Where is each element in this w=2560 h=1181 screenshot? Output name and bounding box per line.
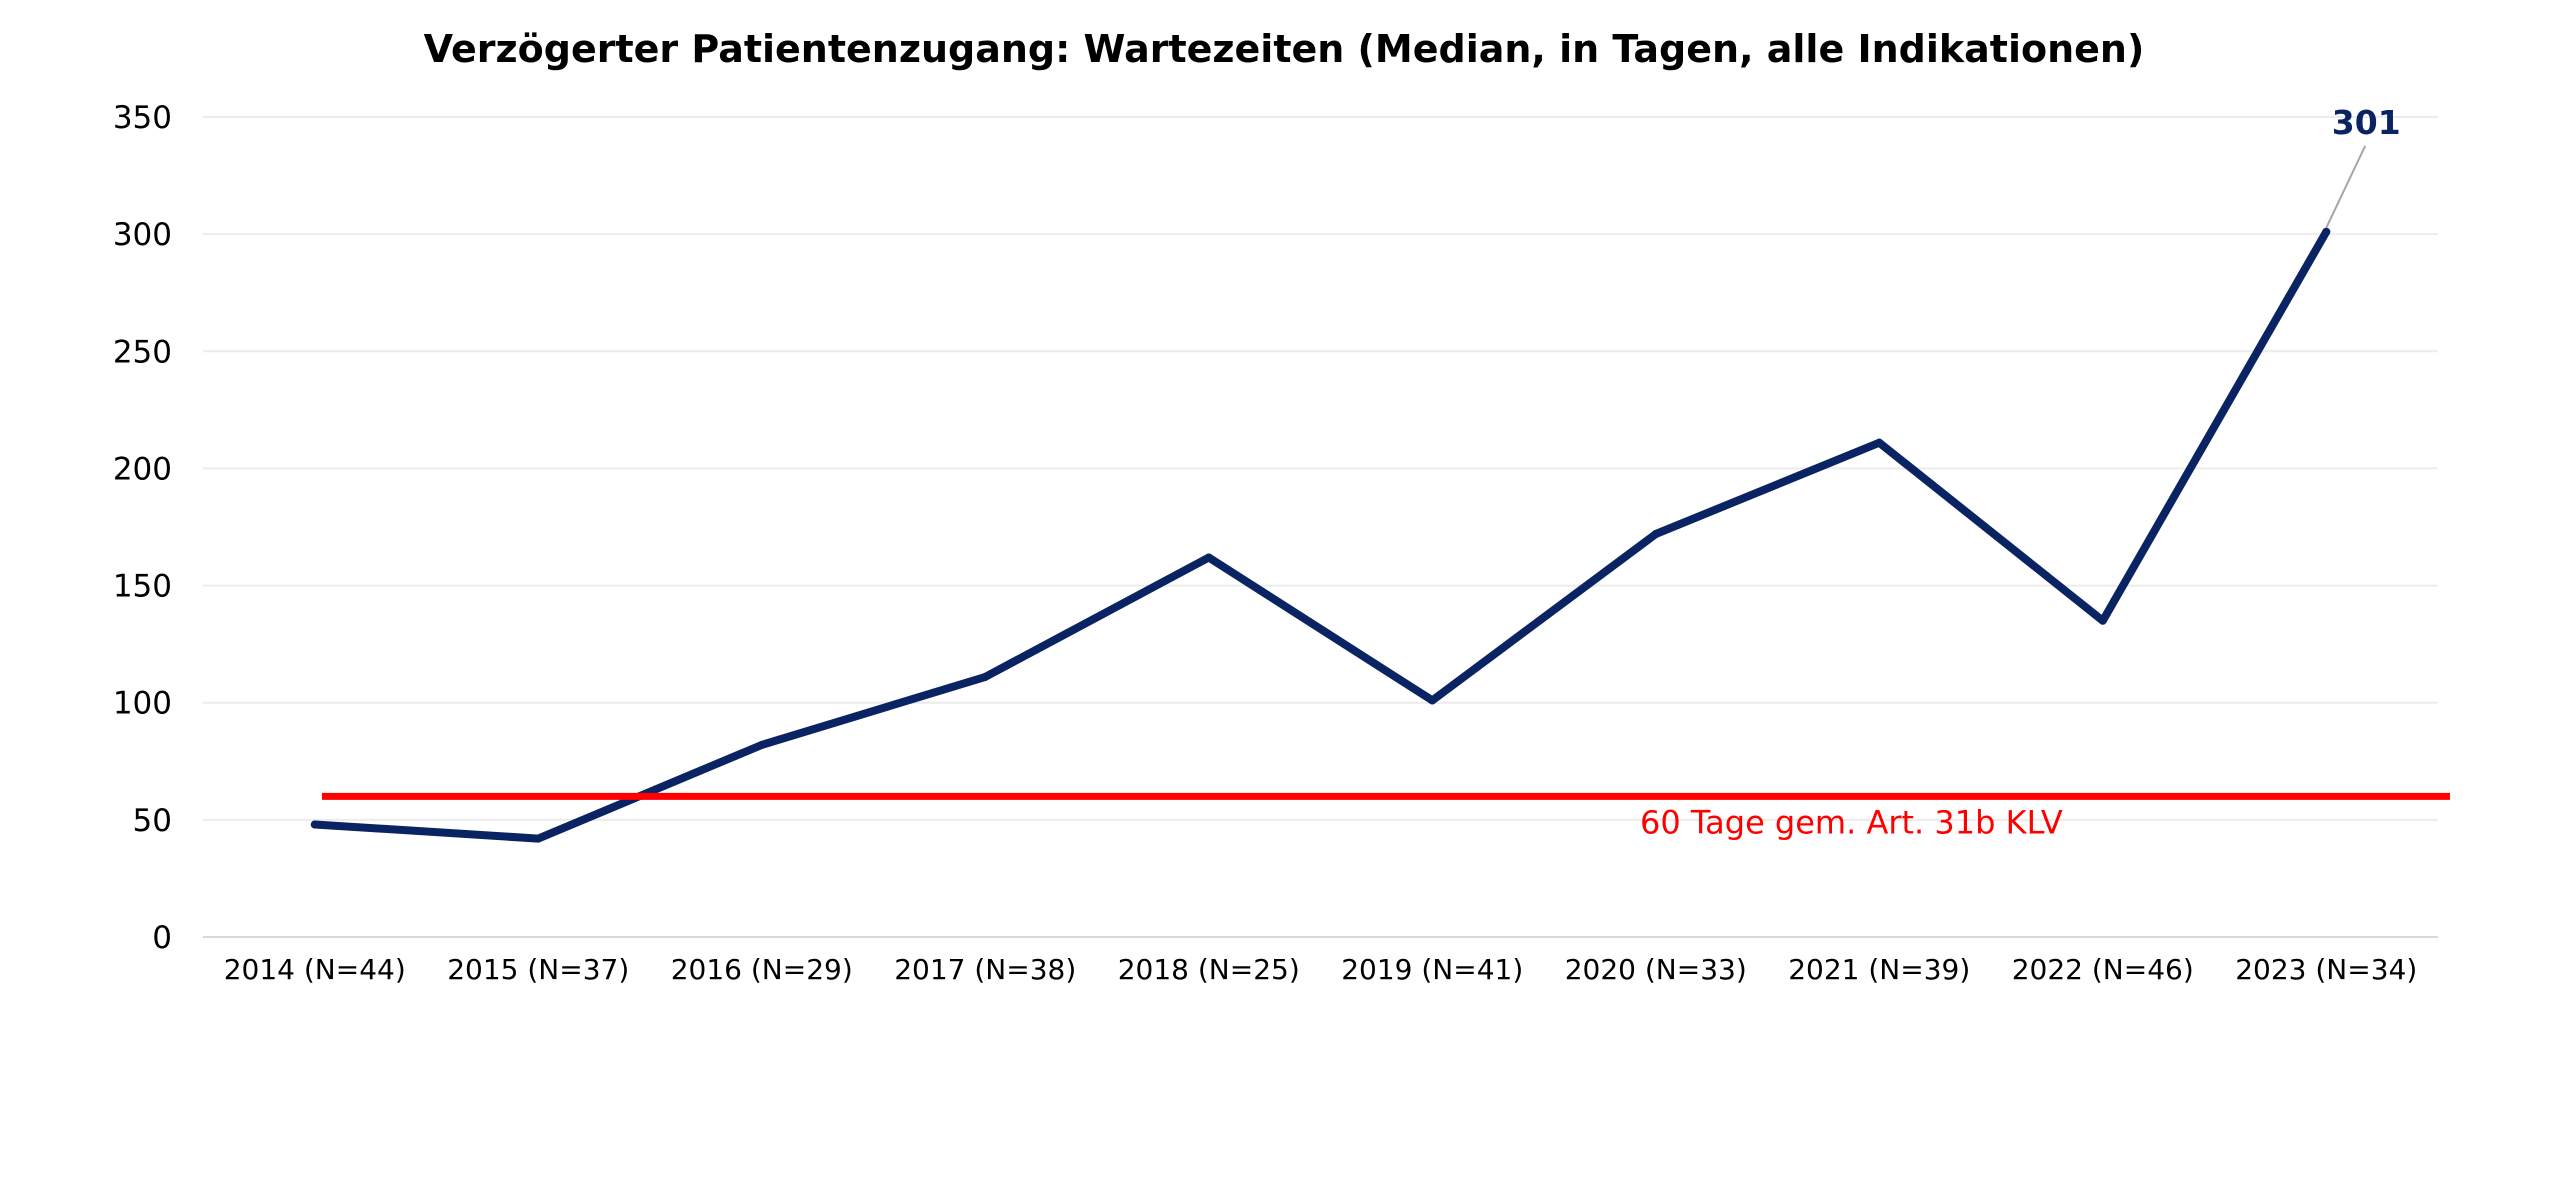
data-label: 301 — [2332, 103, 2401, 142]
gridlines — [203, 116, 2438, 938]
reference-line-label: 60 Tage gem. Art. 31b KLV — [1640, 803, 2063, 841]
x-tick-label: 2014 (N=44) — [224, 953, 406, 986]
x-tick-label: 2019 (N=41) — [1341, 953, 1523, 986]
x-tick-label: 2022 (N=46) — [2012, 953, 2194, 986]
y-tick-label: 50 — [133, 803, 172, 839]
data-point — [1651, 530, 1660, 539]
series-lines — [310, 227, 2331, 843]
chart-title: Verzögerter Patientenzugang: Wartezeiten… — [424, 27, 2145, 71]
data-label-leader — [2325, 145, 2367, 229]
data-point — [310, 820, 319, 829]
y-tick-label: 300 — [113, 217, 172, 253]
y-tick-label: 100 — [113, 686, 172, 722]
x-tick-label: 2018 (N=25) — [1118, 953, 1300, 986]
y-tick-label: 200 — [113, 451, 172, 487]
x-axis-ticks: 2014 (N=44) 2015 (N=37) 2016 (N=29) 2017 (N… — [224, 953, 2418, 986]
data-point — [534, 834, 543, 843]
x-tick-label: 2015 (N=37) — [447, 953, 629, 986]
x-tick-label: 2016 (N=29) — [671, 953, 853, 986]
data-point — [757, 740, 766, 749]
x-tick-label: 2017 (N=38) — [894, 953, 1076, 986]
y-tick-label: 350 — [113, 100, 172, 136]
y-tick-label: 250 — [113, 334, 172, 370]
data-point — [2098, 616, 2107, 625]
series-line — [310, 227, 2331, 843]
y-tick-label: 0 — [152, 920, 172, 956]
data-point — [1204, 553, 1213, 562]
reference-line-group: 60 Tage gem. Art. 31b KLV — [322, 792, 2450, 841]
x-tick-label: 2021 (N=39) — [1788, 953, 1970, 986]
annotations: 301 — [2325, 103, 2401, 229]
x-tick-label: 2023 (N=34) — [2235, 953, 2417, 986]
data-point — [1428, 696, 1437, 705]
data-point — [1875, 438, 1884, 447]
x-tick-label: 2020 (N=33) — [1565, 953, 1747, 986]
y-tick-label: 150 — [113, 569, 172, 605]
data-point — [2322, 227, 2331, 236]
y-axis-ticks: 0 50 100 150 200 250 300 350 — [113, 100, 172, 956]
data-point — [981, 672, 990, 681]
